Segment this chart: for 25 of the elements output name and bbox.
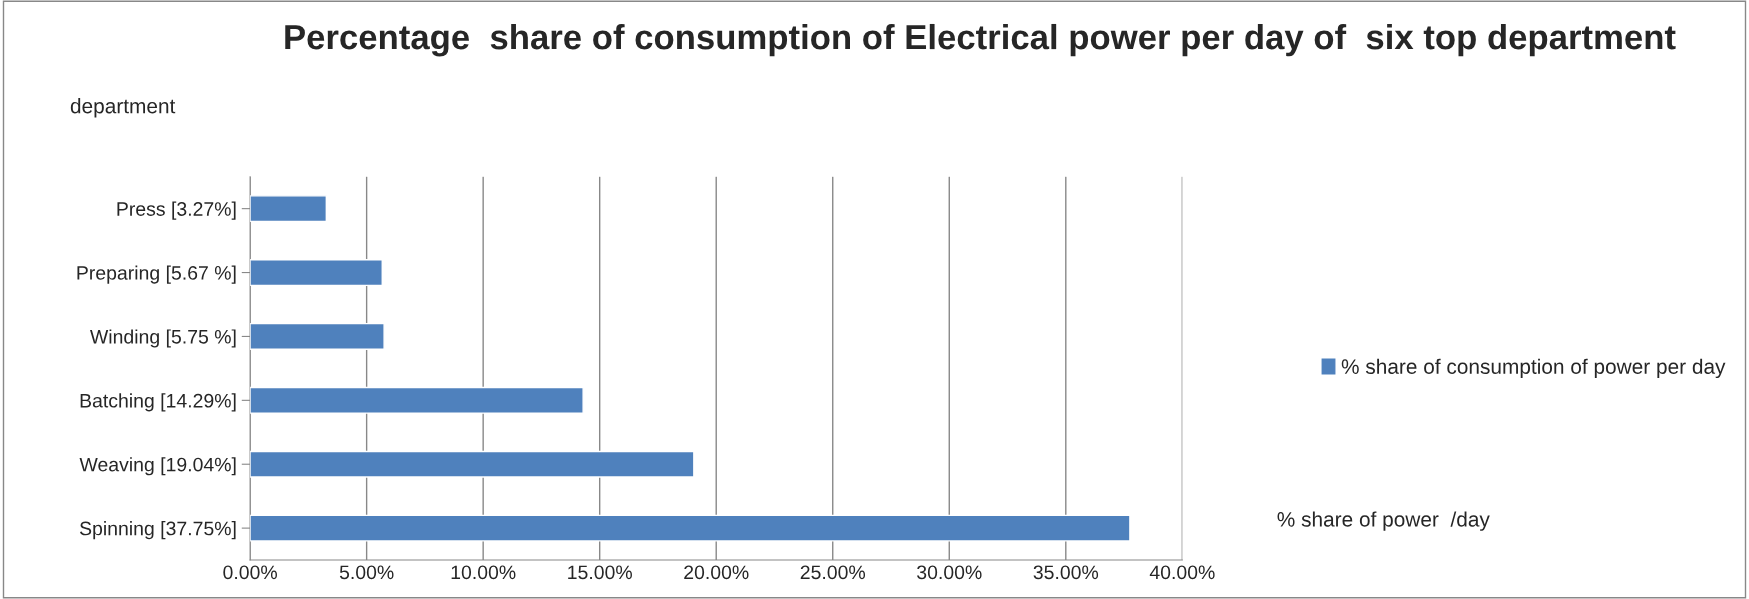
chart-title: Percentage share of consumption of Electrical power per day of six top department [285, 23, 1676, 57]
x-tick-label: 20.00% [684, 565, 749, 580]
bar [250, 514, 1131, 542]
bar [250, 259, 383, 287]
y-tick-label: Spinning [37.75%] [79, 521, 236, 540]
y-tick-label: Press [3.27%] [117, 201, 236, 220]
y-tick-label: Batching [14.29%] [80, 393, 236, 412]
y-tick-label: Weaving [19.04%] [79, 457, 236, 476]
y-tick-label: Winding [5.75 %] [90, 329, 236, 348]
x-tick-label: 35.00% [1033, 565, 1099, 580]
text: department [70, 98, 176, 118]
x-tick-label: 40.00% [1149, 565, 1215, 580]
bar [250, 195, 328, 223]
bar [250, 322, 385, 350]
x-tick-label: 25.00% [800, 565, 866, 580]
x-tick-label: 15.00% [568, 565, 632, 580]
legend-label: % share of consumption of power per day [1341, 358, 1726, 379]
bar [250, 386, 584, 414]
text: % share of power /day [1277, 511, 1490, 531]
x-tick-label: 5.00% [339, 565, 394, 580]
bar [250, 450, 695, 478]
x-tick-label: 30.00% [917, 565, 982, 580]
y-tick-label: Preparing [5.67 %] [77, 265, 236, 284]
x-tick-label: 0.00% [223, 565, 277, 580]
x-tick-label: 10.00% [451, 565, 516, 580]
